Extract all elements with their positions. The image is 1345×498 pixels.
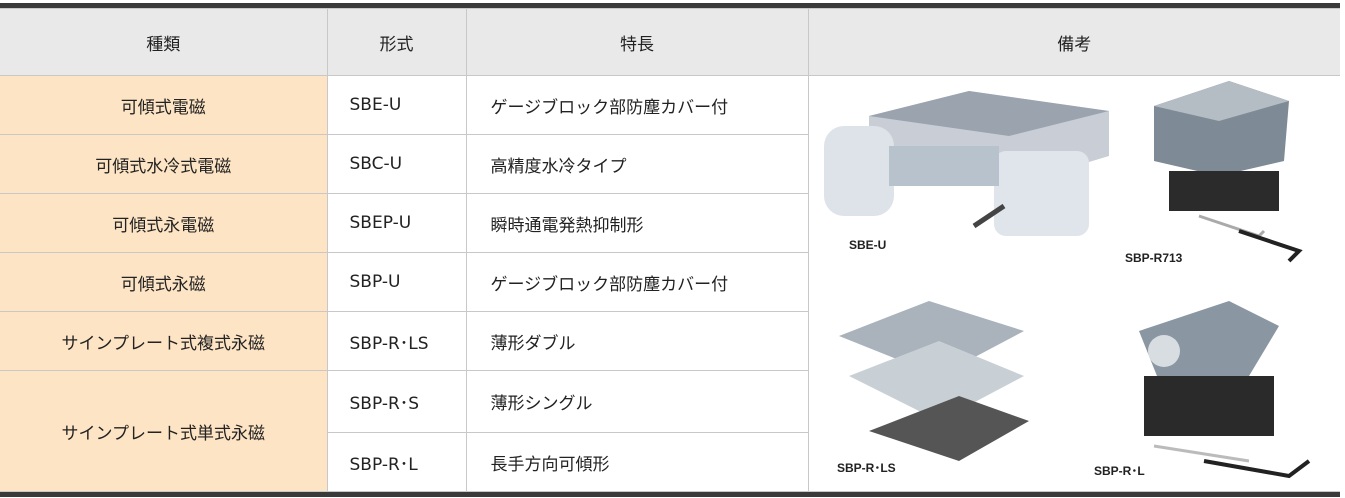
row: サインプレート式単式永磁 SBP-R･S 薄形シングル — [0, 370, 1340, 492]
type-cell: 可傾式電磁 — [0, 75, 328, 135]
image-sbp-r-ls — [838, 301, 1029, 461]
model-cell: SBP-R･L — [327, 432, 467, 492]
feature-cell: 瞬時通電発熱抑制形 — [465, 193, 808, 253]
header-cell: 形式 — [326, 8, 467, 76]
type-cell: サインプレート式単式永磁 — [0, 370, 328, 492]
model-cell: SBEP-U — [326, 193, 467, 253]
image-sbe-u — [823, 91, 1109, 236]
header-cell: 特長 — [465, 8, 809, 76]
row: 可傾式永電磁 SBEP-U 瞬時通電発熱抑制形 — [0, 193, 1340, 253]
feature-cell: 高精度水冷タイプ — [465, 134, 808, 194]
model-cell: SBP-U — [326, 252, 467, 312]
feature-cell: 薄形シングル — [465, 370, 808, 433]
product-images: SBE-U SBP-R713 SBP-R･LS SBP-R･L — [823, 81, 1310, 479]
header-cell: 種類 — [0, 8, 328, 76]
image-sbp-r-l — [1138, 301, 1310, 479]
row: SBP-R･L 長手方向可傾形 — [0, 432, 1340, 492]
feature-cell: 長手方向可傾形 — [465, 432, 808, 492]
row: サインプレート式複式永磁 SBP-R･LS 薄形ダブル — [0, 311, 1340, 371]
spec-table: 種類 形式 特長 備考 可傾式電磁 SBE-U ゲージブロック部防塵カバー付 SBE-U S… — [0, 3, 1340, 497]
feature-cell: ゲージブロック部防塵カバー付 — [465, 252, 808, 312]
table: 種類 形式 特長 備考 可傾式電磁 SBE-U ゲージブロック部防塵カバー付 SBE-U S… — [0, 8, 1340, 492]
feature-cell: ゲージブロック部防塵カバー付 — [465, 75, 809, 135]
image-label: SBP-R･LS — [837, 461, 896, 475]
type-cell: 可傾式永電磁 — [0, 193, 328, 253]
model-cell: SBP-R･S — [326, 370, 467, 433]
feature-cell: 薄形ダブル — [465, 311, 808, 371]
model-cell: SBC-U — [326, 134, 467, 194]
model-cell: SBE-U — [326, 75, 467, 135]
type-cell: 可傾式水冷式電磁 — [0, 134, 328, 194]
type-cell: サインプレート式複式永磁 — [0, 311, 328, 371]
row: 可傾式電磁 SBE-U ゲージブロック部防塵カバー付 SBE-U SBP-R713 SB… — [0, 75, 1340, 492]
image-label: SBP-R713 — [1125, 251, 1183, 265]
model-cell: SBP-R･LS — [326, 311, 467, 371]
image-label: SBE-U — [849, 238, 886, 252]
type-cell: 可傾式永磁 — [0, 252, 328, 312]
header-row: 種類 形式 特長 備考 — [0, 8, 1340, 76]
header-cell: 備考 — [807, 8, 1340, 76]
remarks-cell: SBE-U SBP-R713 SBP-R･LS SBP-R･L — [807, 75, 1340, 492]
image-sbp-r713 — [1153, 81, 1303, 263]
image-label: SBP-R･L — [1094, 464, 1145, 478]
